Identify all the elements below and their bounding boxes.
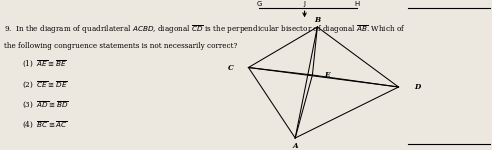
Text: the following congruence statements is not necessarily correct?: the following congruence statements is n… — [4, 42, 237, 50]
Text: (2)  $\overline{CE} \cong \overline{DE}$: (2) $\overline{CE} \cong \overline{DE}$ — [22, 80, 68, 91]
Text: J: J — [304, 1, 306, 7]
Text: A: A — [292, 142, 298, 150]
Text: G: G — [257, 1, 262, 7]
Text: 9.  In the diagram of quadrilateral $ACBD$, diagonal $\overline{CD}$ is the perp: 9. In the diagram of quadrilateral $ACBD… — [4, 23, 405, 36]
Text: C: C — [228, 63, 234, 72]
Text: H: H — [354, 1, 359, 7]
Text: E: E — [324, 71, 330, 79]
Text: B: B — [314, 15, 320, 24]
Text: (1)  $\overline{AE} \cong \overline{BE}$: (1) $\overline{AE} \cong \overline{BE}$ — [22, 59, 67, 70]
Text: (4)  $\overline{BC} \cong \overline{AC}$: (4) $\overline{BC} \cong \overline{AC}$ — [22, 120, 68, 131]
Text: (3)  $\overline{AD} \cong \overline{BD}$: (3) $\overline{AD} \cong \overline{BD}$ — [22, 100, 69, 111]
Text: D: D — [414, 83, 420, 91]
